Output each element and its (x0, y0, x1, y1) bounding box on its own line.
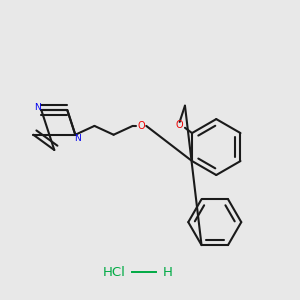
Text: N: N (34, 103, 41, 112)
Text: O: O (176, 120, 184, 130)
Text: N: N (74, 134, 81, 143)
Text: H: H (163, 266, 172, 279)
Text: O: O (138, 121, 146, 131)
Text: HCl: HCl (103, 266, 126, 279)
